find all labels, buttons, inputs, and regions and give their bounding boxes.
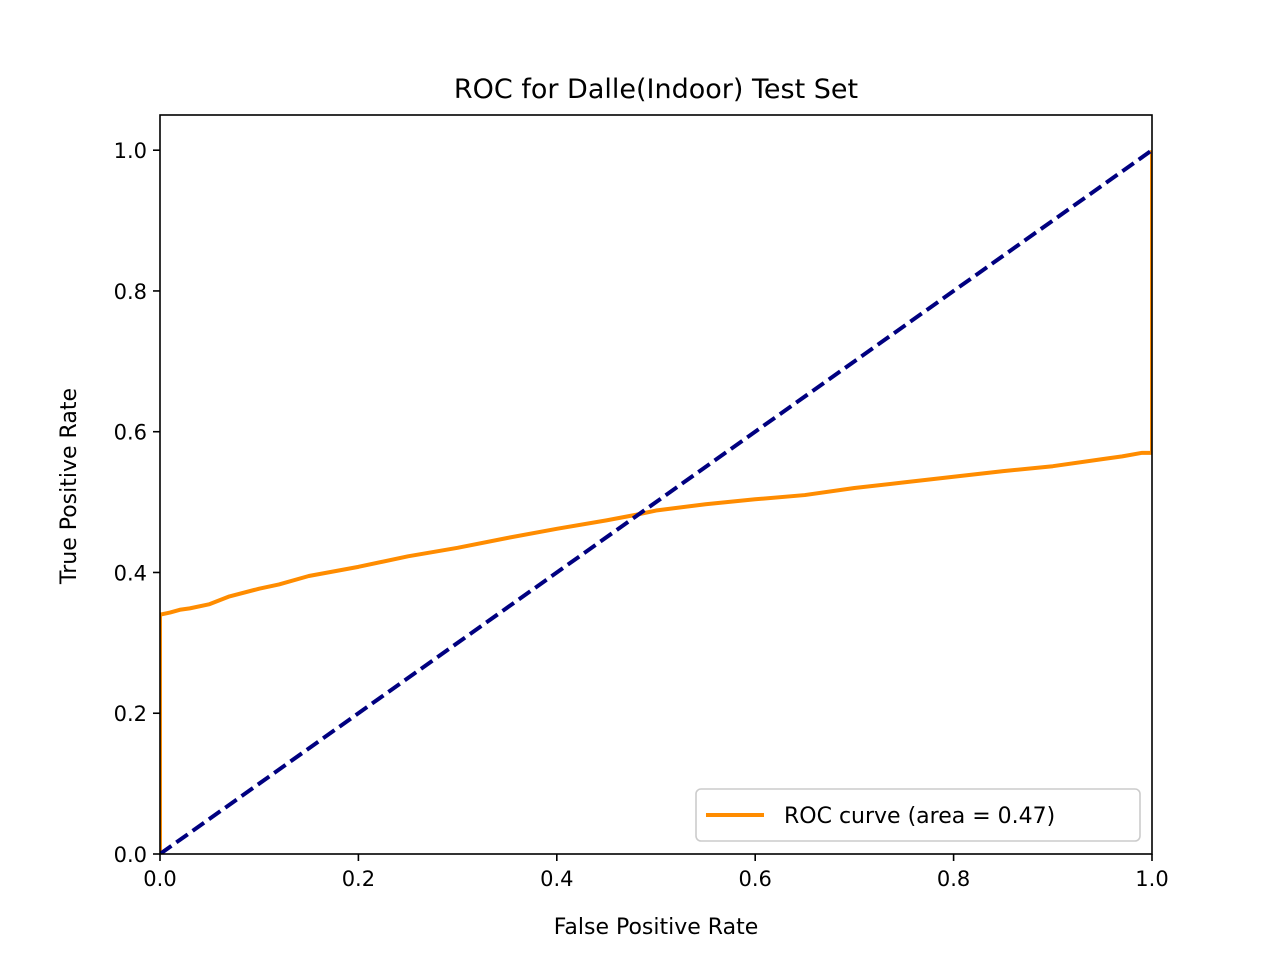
y-tick-label: 0.8: [114, 280, 147, 304]
axes-frame: [159, 114, 1153, 855]
y-axis-ticks: 0.0 0.2 0.4 0.6 0.8 1.0: [114, 139, 160, 867]
chance-diagonal-line: [160, 148, 1152, 854]
y-tick-label: 0.0: [114, 843, 147, 867]
x-tick-label: 0.6: [738, 867, 771, 891]
chart-title: ROC for Dalle(Indoor) Test Set: [454, 74, 858, 105]
plot-area: [159, 114, 1153, 855]
y-tick-label: 1.0: [114, 139, 147, 163]
y-tick-label: 0.4: [114, 561, 147, 585]
x-tick-label: 0.4: [540, 867, 573, 891]
x-tick-label: 0.8: [937, 867, 970, 891]
y-tick-label: 0.6: [114, 421, 147, 445]
series-group: [160, 148, 1152, 854]
x-axis-ticks: 0.0 0.2 0.4 0.6 0.8 1.0: [143, 854, 1169, 891]
x-tick-label: 1.0: [1135, 867, 1168, 891]
legend-box: [695, 788, 1141, 842]
x-axis-label: False Positive Rate: [554, 915, 758, 940]
y-tick-label: 0.2: [114, 702, 147, 726]
roc-curve-line: [160, 150, 1152, 854]
x-tick-label: 0.0: [143, 867, 176, 891]
x-tick-label: 0.2: [342, 867, 375, 891]
y-axis-label: True Positive Rate: [57, 388, 82, 585]
legend-label-roc: ROC curve (area = 0.47): [784, 804, 1055, 829]
legend: ROC curve (area = 0.47): [695, 788, 1141, 842]
